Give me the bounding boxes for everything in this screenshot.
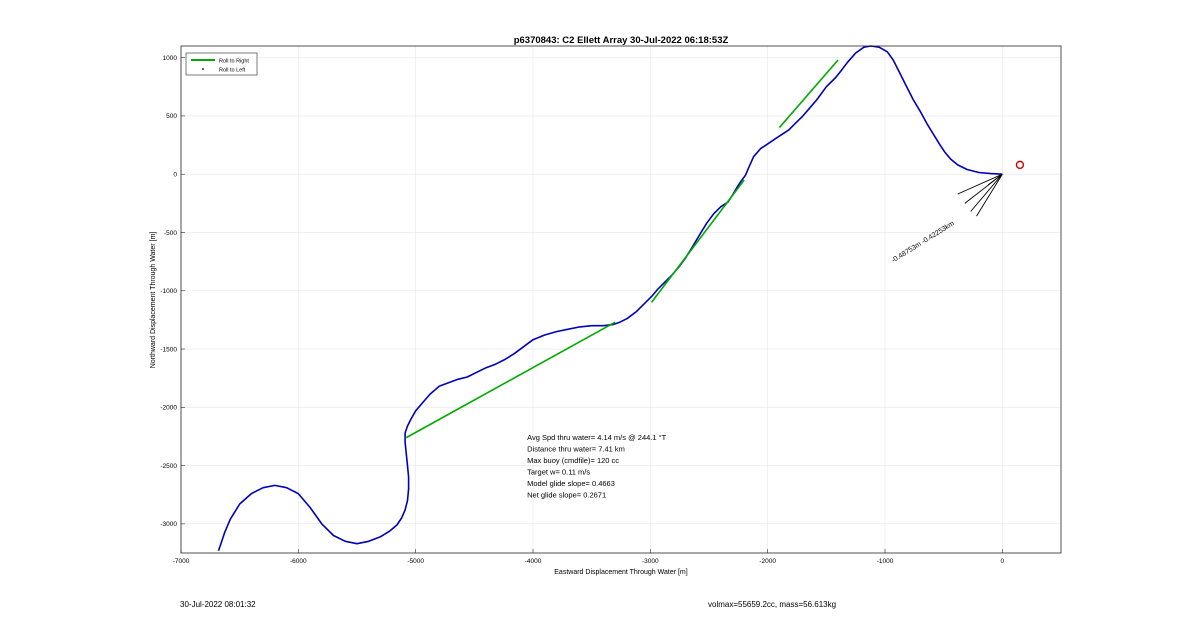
legend-box <box>185 52 258 76</box>
y-tick-label: -3000 <box>160 521 177 528</box>
annotation-line: Net glide slope= 0.2671 <box>527 490 606 499</box>
footer-vehicle-info: volmax=55659.2cc, mass=56.613kg <box>708 600 837 609</box>
y-tick-label: 500 <box>166 113 177 120</box>
annotation-line: Max buoy (cmdfile)= 120 cc <box>527 456 619 465</box>
heading-arrow-line <box>957 173 1003 195</box>
heading-arrow-line <box>976 173 1003 217</box>
marker-layer <box>1015 160 1025 170</box>
legend: Roll to Right Roll to Left <box>185 52 258 76</box>
x-tick-label: -1000 <box>877 558 894 565</box>
annotation-line: Avg Spd thru water= 4.14 m/s @ 244.1 °T <box>527 433 667 442</box>
roll-right-segment <box>405 321 616 439</box>
y-tick-label: 0 <box>173 172 177 179</box>
annotation-line: Target w= 0.11 m/s <box>527 467 590 476</box>
y-tick-label: -500 <box>164 230 177 237</box>
y-tick-label: -1500 <box>160 346 177 353</box>
x-tick-label: -3000 <box>642 558 659 565</box>
annotation-line: Model glide slope= 0.4663 <box>527 479 615 488</box>
y-tick-label: -2000 <box>160 405 177 412</box>
heading-arrow-line <box>987 173 1003 186</box>
roll-right-segment <box>650 179 745 303</box>
heading-arrows <box>957 173 1003 217</box>
y-tick-label: 1000 <box>163 55 178 62</box>
plot-background <box>181 46 1061 553</box>
stats-annotation: Avg Spd thru water= 4.14 m/s @ 244.1 °T D… <box>527 433 667 500</box>
y-tick-label: -2500 <box>160 463 177 470</box>
x-axis-label: Eastward Displacement Through Water [m] <box>554 569 687 576</box>
y-tick-label: -1000 <box>160 288 177 295</box>
plot-area <box>180 45 1062 554</box>
x-tick-label: -2000 <box>759 558 776 565</box>
legend-label-roll-left: Roll to Left <box>219 68 246 74</box>
roll-right-segment <box>778 59 839 129</box>
x-tick-label: -4000 <box>525 558 542 565</box>
heading-arrow-line <box>970 173 1003 212</box>
legend-swatch-roll-left <box>202 68 204 70</box>
x-tick-label: -6000 <box>290 558 307 565</box>
annotation-line: Distance thru water= 7.41 km <box>527 444 625 453</box>
y-axis-label: Northward Displacement Through Water [m] <box>150 232 157 369</box>
x-tick-label: -5000 <box>407 558 424 565</box>
x-tick-label: 0 <box>1001 558 1005 565</box>
chart-title: p6370843: C2 Ellett Array 30-Jul-2022 06… <box>514 35 729 46</box>
y-tick-labels: -3000 -2500 -2000 -1500 -1000 -500 0 500 1000 <box>160 55 177 528</box>
series-layer <box>217 45 1003 551</box>
track-line <box>217 45 1003 551</box>
target-circle-marker <box>1015 160 1025 170</box>
plot-frame <box>180 45 1062 554</box>
legend-label-roll-right: Roll to Right <box>219 59 249 65</box>
x-tick-label: -7000 <box>173 558 190 565</box>
footer-timestamp: 30-Jul-2022 08:01:32 <box>180 600 256 609</box>
grid-lines <box>180 46 1061 553</box>
axis-ticks <box>180 57 1003 553</box>
x-tick-labels: -7000 -6000 -5000 -4000 -3000 -2000 -1000 0 <box>173 558 1005 565</box>
